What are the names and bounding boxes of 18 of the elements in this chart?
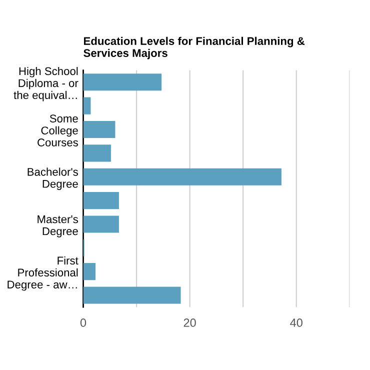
y-tick-label: High School Diploma - or the equival… (14, 66, 78, 102)
bar (83, 97, 91, 114)
bar (83, 286, 181, 304)
bar (83, 263, 96, 280)
chart-title: Education Levels for Financial Planning & Services Majors (84, 36, 305, 60)
y-tick-label: Some College Courses (38, 114, 78, 146)
bar (83, 120, 116, 138)
bar (83, 144, 111, 162)
bar (83, 74, 162, 91)
y-tick-label: Master's Degree (38, 215, 78, 238)
y-tick-label: First Professional Degree - aw… (8, 256, 78, 291)
x-tick-label: 20 (184, 318, 196, 327)
x-tick-label: 0 (80, 318, 86, 327)
bar (83, 192, 119, 210)
y-tick-label: Bachelor's Degree (28, 168, 78, 190)
bar (83, 168, 282, 186)
x-tick-label: 40 (290, 318, 302, 327)
bar (83, 216, 119, 233)
